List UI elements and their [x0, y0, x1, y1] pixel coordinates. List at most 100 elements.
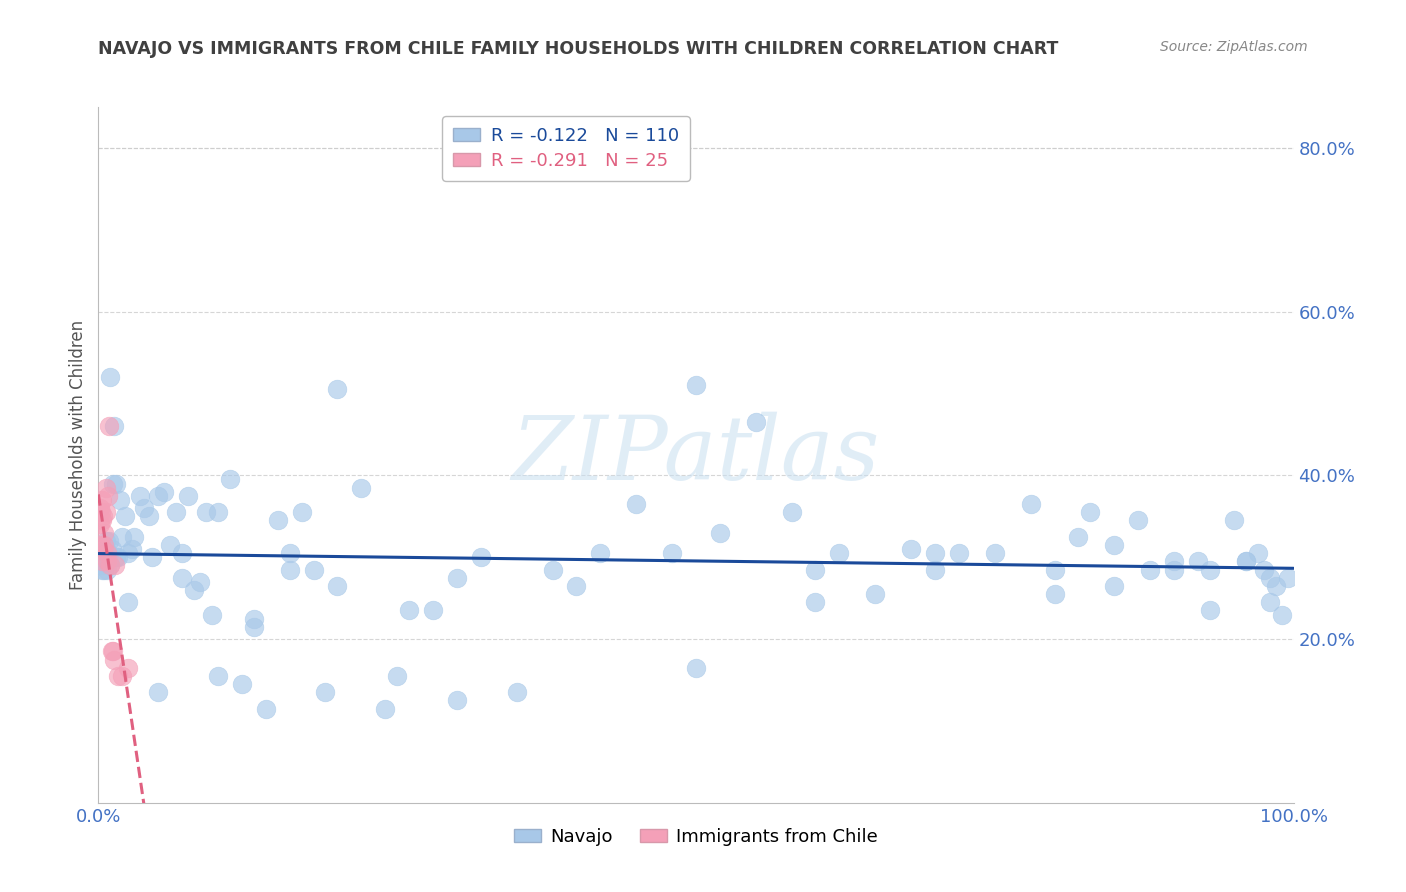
- Point: [1080, 505, 1102, 519]
- Point: [685, 378, 707, 392]
- Point: [89, 517, 111, 532]
- Point: [132, 501, 155, 516]
- Point: [589, 546, 612, 560]
- Point: [1264, 579, 1286, 593]
- Point: [101, 476, 124, 491]
- Point: [984, 546, 1007, 560]
- Y-axis label: Family Households with Children: Family Households with Children: [69, 320, 87, 590]
- Point: [1187, 554, 1209, 568]
- Point: [201, 607, 224, 622]
- Point: [1258, 595, 1281, 609]
- Point: [94, 505, 117, 519]
- Point: [91, 492, 114, 507]
- Point: [121, 542, 143, 557]
- Point: [111, 530, 134, 544]
- Point: [107, 669, 129, 683]
- Point: [243, 612, 266, 626]
- Point: [1128, 513, 1150, 527]
- Point: [98, 558, 122, 573]
- Point: [1104, 579, 1126, 593]
- Point: [1234, 554, 1257, 568]
- Point: [94, 542, 117, 557]
- Point: [98, 533, 121, 548]
- Point: [231, 677, 253, 691]
- Point: [924, 562, 946, 576]
- Point: [90, 505, 112, 519]
- Point: [172, 546, 194, 560]
- Point: [1277, 571, 1299, 585]
- Point: [94, 481, 117, 495]
- Point: [278, 546, 301, 560]
- Point: [100, 542, 122, 557]
- Point: [89, 501, 111, 516]
- Point: [93, 562, 115, 576]
- Point: [97, 489, 120, 503]
- Point: [91, 550, 114, 565]
- Point: [350, 481, 373, 495]
- Point: [278, 562, 301, 576]
- Point: [254, 701, 277, 715]
- Point: [98, 370, 122, 384]
- Point: [326, 383, 349, 397]
- Text: NAVAJO VS IMMIGRANTS FROM CHILE FAMILY HOUSEHOLDS WITH CHILDREN CORRELATION CHAR: NAVAJO VS IMMIGRANTS FROM CHILE FAMILY H…: [98, 40, 1059, 58]
- Point: [96, 546, 118, 560]
- Point: [446, 693, 468, 707]
- Point: [302, 562, 325, 576]
- Point: [101, 644, 124, 658]
- Point: [1067, 530, 1090, 544]
- Point: [291, 505, 314, 519]
- Point: [1234, 554, 1257, 568]
- Point: [188, 574, 211, 589]
- Point: [1253, 562, 1275, 576]
- Point: [661, 546, 683, 560]
- Point: [828, 546, 851, 560]
- Point: [924, 546, 946, 560]
- Point: [98, 558, 122, 573]
- Point: [1019, 497, 1042, 511]
- Point: [804, 595, 827, 609]
- Point: [114, 509, 136, 524]
- Point: [267, 513, 290, 527]
- Point: [90, 554, 112, 568]
- Point: [117, 661, 139, 675]
- Point: [1258, 571, 1281, 585]
- Point: [108, 492, 131, 507]
- Point: [1163, 562, 1185, 576]
- Point: [1247, 546, 1270, 560]
- Point: [148, 489, 170, 503]
- Point: [1199, 603, 1222, 617]
- Point: [446, 571, 468, 585]
- Point: [626, 497, 648, 511]
- Point: [1139, 562, 1161, 576]
- Point: [103, 652, 125, 666]
- Point: [90, 538, 112, 552]
- Point: [207, 669, 229, 683]
- Point: [1104, 538, 1126, 552]
- Point: [506, 685, 529, 699]
- Point: [96, 562, 118, 576]
- Point: [326, 579, 349, 593]
- Point: [159, 538, 181, 552]
- Point: [96, 554, 118, 568]
- Point: [243, 620, 266, 634]
- Point: [153, 484, 176, 499]
- Point: [565, 579, 588, 593]
- Point: [900, 542, 922, 557]
- Point: [207, 505, 229, 519]
- Point: [91, 513, 114, 527]
- Point: [195, 505, 218, 519]
- Point: [107, 550, 129, 565]
- Point: [91, 542, 114, 557]
- Point: [124, 530, 146, 544]
- Point: [129, 489, 152, 503]
- Point: [183, 582, 205, 597]
- Point: [117, 546, 139, 560]
- Point: [98, 419, 121, 434]
- Point: [804, 562, 827, 576]
- Point: [138, 509, 160, 524]
- Point: [105, 476, 128, 491]
- Point: [93, 538, 115, 552]
- Point: [541, 562, 564, 576]
- Point: [398, 603, 420, 617]
- Point: [165, 505, 187, 519]
